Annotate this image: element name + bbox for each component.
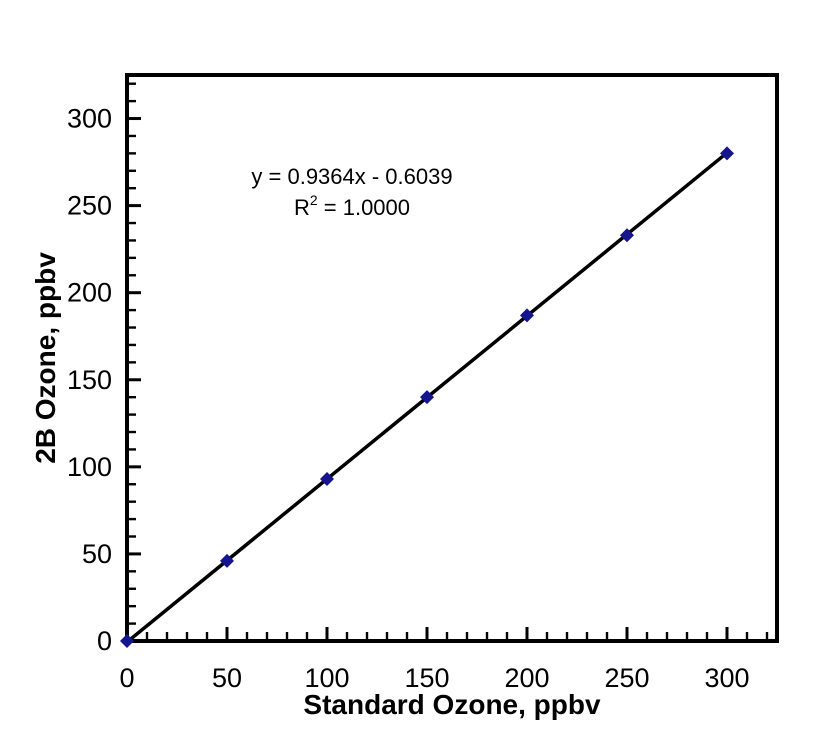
r-squared-base: R <box>293 195 310 220</box>
data-point-marker <box>520 308 534 323</box>
x-tick-label: 150 <box>404 663 449 693</box>
x-tick-label: 100 <box>304 663 349 693</box>
y-tick-label: 300 <box>67 104 112 134</box>
trendline-annotation: y = 0.9364x - 0.6039 R2 = 1.0000 <box>251 161 452 223</box>
y-tick-label: 100 <box>67 452 112 482</box>
x-tick-label: 0 <box>119 663 134 693</box>
y-axis-tick-labels: 0 50 100 150 200 250 300 <box>67 104 112 656</box>
data-point-marker <box>220 553 234 568</box>
y-axis-title: 2B Ozone, ppbv <box>30 252 61 464</box>
r-squared-value: = 1.0000 <box>317 195 411 220</box>
data-points <box>120 146 734 648</box>
y-tick-label: 0 <box>97 626 112 656</box>
x-axis-title: Standard Ozone, ppbv <box>303 689 601 720</box>
x-axis-tick-labels: 0 50 100 150 200 250 300 <box>119 663 749 693</box>
x-tick-label: 200 <box>504 663 549 693</box>
r-squared-text: R2 = 1.0000 <box>251 192 452 223</box>
equation-text: y = 0.9364x - 0.6039 <box>251 164 453 189</box>
y-tick-label: 50 <box>82 539 112 569</box>
data-point-marker <box>720 146 734 161</box>
y-tick-label: 200 <box>67 278 112 308</box>
y-tick-label: 150 <box>67 365 112 395</box>
data-point-marker <box>120 634 134 648</box>
plot-frame <box>125 73 779 643</box>
y-axis-ticks <box>129 82 141 643</box>
x-tick-label: 250 <box>604 663 649 693</box>
x-axis-ticks <box>125 627 769 639</box>
data-point-marker <box>420 390 434 405</box>
data-point-marker <box>620 228 634 243</box>
x-tick-label: 50 <box>212 663 242 693</box>
data-point-marker <box>320 472 334 487</box>
x-tick-label: 300 <box>704 663 749 693</box>
y-tick-label: 250 <box>67 191 112 221</box>
r-squared-superscript: 2 <box>309 191 318 208</box>
